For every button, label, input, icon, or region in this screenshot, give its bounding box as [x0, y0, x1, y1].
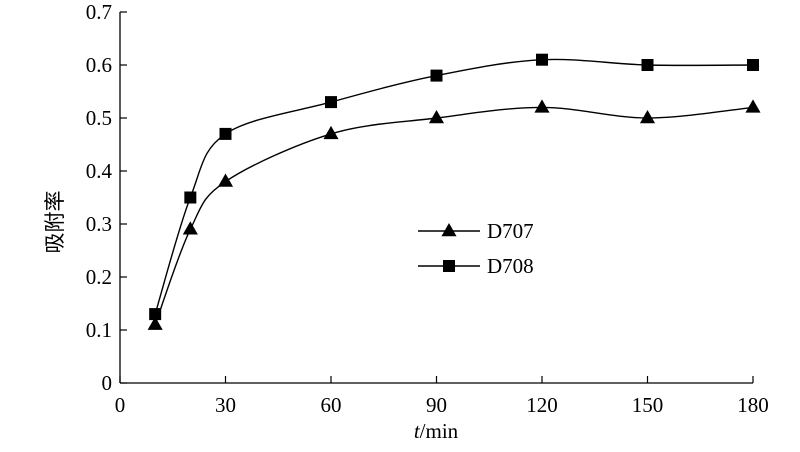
data-point-d708	[149, 308, 162, 321]
x-tick-label: 150	[632, 393, 664, 417]
axes	[119, 12, 753, 384]
y-tick-label: 0.4	[86, 159, 113, 183]
series-d708	[149, 53, 759, 321]
x-tick-label: 90	[426, 393, 447, 417]
data-point-d707	[147, 316, 163, 330]
y-tick-label: 0.2	[86, 265, 112, 289]
data-point-d708	[747, 59, 759, 71]
x-tick-label: 60	[321, 393, 342, 417]
data-point-d708	[219, 127, 232, 140]
y-tick-label: 0.3	[86, 212, 112, 236]
data-point-d707	[217, 173, 234, 187]
y-tick-label: 0	[102, 371, 113, 395]
x-axis-title-variable: t	[414, 419, 421, 443]
data-point-d707	[534, 99, 550, 113]
data-point-d708	[641, 59, 654, 71]
data-point-d707	[323, 125, 339, 140]
data-point-d707	[428, 109, 445, 124]
tick-group: 0 0.1 0.2 0.3 0.4 0.5 0.6 0.7 0 30 60 90 120 150 180	[86, 0, 769, 417]
data-point-d707	[182, 221, 198, 235]
y-tick-label: 0.6	[86, 53, 112, 77]
data-point-d708	[536, 53, 548, 66]
legend-marker-d708	[443, 260, 455, 272]
data-point-d708	[325, 96, 337, 109]
y-tick-label: 0.5	[86, 106, 112, 130]
x-tick-label: 180	[737, 393, 769, 417]
data-point-d707	[639, 109, 656, 124]
legend-marker-d707	[441, 222, 457, 237]
legend: D707 D708	[418, 219, 534, 278]
y-tick-label: 0.1	[86, 318, 112, 342]
x-tick-label: 120	[526, 393, 558, 417]
y-tick-label: 0.7	[86, 0, 112, 24]
x-axis-title: t/min	[414, 419, 459, 443]
y-axis-title: 吸附率	[43, 191, 67, 254]
data-point-d708	[430, 69, 443, 82]
x-tick-label: 0	[115, 393, 126, 417]
series-d707	[147, 99, 761, 330]
legend-item-d708: D708	[418, 254, 534, 278]
series-group	[147, 53, 761, 330]
legend-label-d707: D707	[487, 219, 534, 243]
series-line-d708	[154, 58, 754, 315]
data-point-d708	[184, 191, 197, 204]
legend-label-d708: D708	[487, 254, 534, 278]
x-axis-title-unit: /min	[420, 419, 459, 443]
series-line-d707	[154, 106, 754, 325]
x-tick-label: 30	[215, 393, 236, 417]
data-point-d707	[745, 99, 761, 113]
legend-item-d707: D707	[418, 219, 534, 243]
